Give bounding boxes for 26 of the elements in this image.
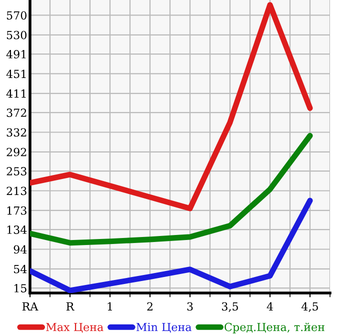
x-tick-label: RA (22, 302, 38, 310)
legend-label: Max Цена (46, 322, 104, 333)
x-tick-label: 3 (187, 302, 193, 311)
y-tick-label: 411 (6, 89, 26, 98)
x-tick-label: 4,5 (302, 302, 318, 312)
y-tick-label: 451 (6, 70, 26, 78)
legend-label: Сред.Цена, т.йен (224, 322, 324, 334)
y-tick-label: 570 (6, 11, 26, 20)
x-tick-label: 3,5 (222, 302, 238, 312)
y-tick-label: 173 (7, 206, 26, 215)
y-tick-label: 134 (7, 226, 27, 234)
x-tick-label: 4 (266, 302, 273, 310)
y-tick-label: 332 (6, 128, 26, 137)
x-tick-label: 2 (147, 302, 152, 310)
y-tick-label: 491 (6, 50, 26, 58)
y-tick-label: 94 (14, 245, 27, 254)
x-tick-label: 1 (108, 302, 112, 310)
x-tick-label: R (66, 302, 74, 310)
y-tick-label: 253 (6, 167, 26, 176)
y-tick-label: 292 (6, 148, 26, 156)
y-tick-label: 15 (14, 284, 26, 292)
y-tick-label: 372 (6, 108, 26, 117)
y-tick-label: 530 (6, 30, 26, 40)
legend-label: Min Цена (136, 322, 192, 333)
y-tick-label: 213 (6, 186, 26, 196)
y-tick-label: 54 (14, 264, 27, 274)
